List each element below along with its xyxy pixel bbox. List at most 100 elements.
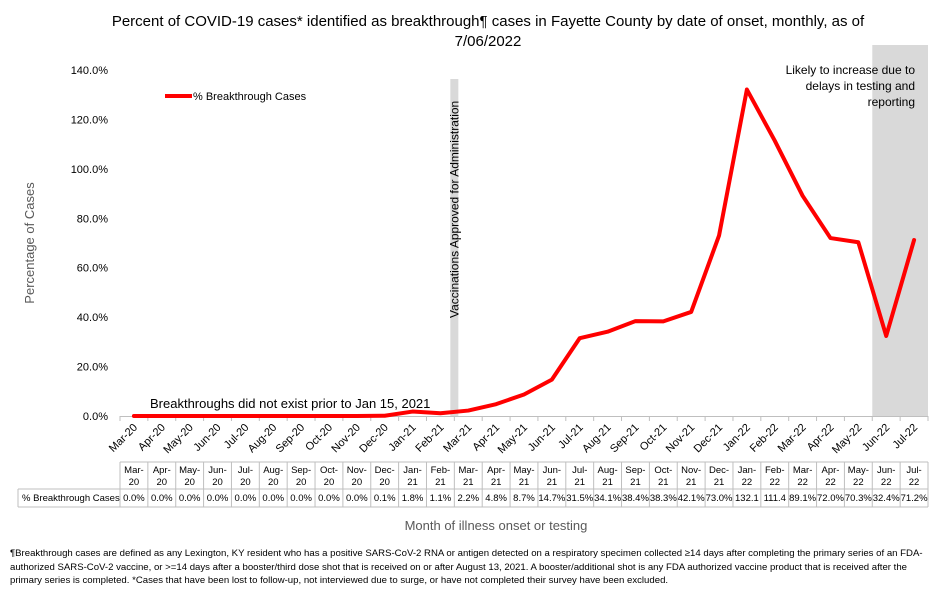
table-header-cell: 20 xyxy=(157,477,168,488)
table-header-cell: 20 xyxy=(129,477,140,488)
y-tick-label: 120.0% xyxy=(71,114,109,126)
table-value-cell: 71.2% xyxy=(901,493,928,504)
data-point xyxy=(466,408,470,413)
table-value-cell: 0.0% xyxy=(262,493,284,504)
table-header-cell: 21 xyxy=(574,477,585,488)
chart-title-line-1: Percent of COVID-19 cases* identified as… xyxy=(112,13,865,30)
series-line xyxy=(131,87,917,418)
table-header-cell: Feb- xyxy=(431,465,451,476)
data-point xyxy=(494,402,498,406)
chart-title: Percent of COVID-19 cases* identified as… xyxy=(112,13,865,50)
table-value-cell: 0.1% xyxy=(374,493,396,504)
x-tick-label: Feb-21 xyxy=(413,422,446,455)
y-tick-label: 80.0% xyxy=(77,213,108,225)
y-tick-label: 40.0% xyxy=(77,312,108,324)
table-header-cell: 21 xyxy=(602,477,613,488)
vaccination-approval-label: Vaccinations Approved for Administration xyxy=(447,101,461,318)
breakthrough-line-chart: Percent of COVID-19 cases* identified as… xyxy=(17,13,929,533)
table-header-cell: 20 xyxy=(352,477,363,488)
shaded-annotation-line: delays in testing and xyxy=(806,79,915,93)
table-header-cell: 21 xyxy=(547,477,558,488)
table-value-cell: 42.1% xyxy=(678,493,705,504)
table-header-cell: 20 xyxy=(296,477,307,488)
x-tick-label: Jun-20 xyxy=(191,422,223,454)
y-tick-label: 20.0% xyxy=(77,362,108,374)
table-value-cell: 0.0% xyxy=(179,493,201,504)
data-point xyxy=(299,414,303,418)
chart-title-line-2: 7/06/2022 xyxy=(455,33,522,50)
table-header-cell: 22 xyxy=(853,477,864,488)
x-axis: Mar-20Apr-20May-20Jun-20Jul-20Aug-20Sep-… xyxy=(107,416,929,456)
table-header-cell: 21 xyxy=(686,477,697,488)
table-value-cell: 0.0% xyxy=(346,493,368,504)
table-value-cell: 89.1% xyxy=(789,493,816,504)
y-axis-title: Percentage of Cases xyxy=(22,182,37,304)
table-value-cell: 0.0% xyxy=(123,493,145,504)
x-tick-label: Aug-20 xyxy=(246,422,280,456)
table-value-cell: 38.4% xyxy=(622,493,649,504)
table-value-cell: 70.3% xyxy=(845,493,872,504)
table-header-cell: Dec- xyxy=(709,465,729,476)
table-header-cell: 21 xyxy=(463,477,474,488)
table-value-cell: 38.3% xyxy=(650,493,677,504)
table-header-cell: 20 xyxy=(184,477,195,488)
x-tick-label: Jan-22 xyxy=(721,422,753,454)
x-tick-label: Jun-22 xyxy=(860,422,892,454)
x-tick-label: Sep-20 xyxy=(274,422,308,456)
table-header-cell: 21 xyxy=(630,477,641,488)
table-header-cell: Mar- xyxy=(793,465,813,476)
table-header-cell: Nov- xyxy=(681,465,701,476)
table-header-cell: Aug- xyxy=(263,465,283,476)
data-point xyxy=(327,414,331,418)
table-header-cell: Jul- xyxy=(572,465,587,476)
y-tick-label: 60.0% xyxy=(77,263,108,275)
data-point xyxy=(522,392,526,397)
data-point xyxy=(383,414,387,418)
table-value-cell: 73.0% xyxy=(706,493,733,504)
x-tick-label: Jan-21 xyxy=(386,422,418,454)
table-header-cell: Sep- xyxy=(625,465,645,476)
table-header-cell: 21 xyxy=(714,477,725,488)
table-header-cell: 20 xyxy=(324,477,335,488)
table-header-cell: Jun- xyxy=(877,465,895,476)
data-point xyxy=(578,336,582,340)
table-header-cell: 22 xyxy=(825,477,836,488)
data-point xyxy=(661,319,665,323)
series-breakthrough-cases xyxy=(131,87,917,418)
table-header-cell: 21 xyxy=(491,477,502,488)
data-point xyxy=(633,319,638,323)
table-value-cell: 31.5% xyxy=(566,493,593,504)
data-point xyxy=(410,409,415,414)
table-header-cell: 20 xyxy=(379,477,390,488)
x-tick-label: Feb-22 xyxy=(748,422,781,455)
pre-breakthrough-annotation: Breakthroughs did not exist prior to Jan… xyxy=(150,396,430,411)
data-point xyxy=(745,87,749,92)
table-header-cell: Mar- xyxy=(124,465,144,476)
table-header-cell: 21 xyxy=(407,477,418,488)
vaccination-approval-line xyxy=(450,79,459,416)
table-value-cell: 34.1% xyxy=(594,493,621,504)
table-header-cell: Apr- xyxy=(153,465,171,476)
table-header-cell: Jul- xyxy=(238,465,253,476)
shaded-incomplete-region xyxy=(872,45,928,416)
x-tick-label: Jul-22 xyxy=(891,422,921,452)
table-value-cell: 4.8% xyxy=(485,493,507,504)
table-header-cell: Jun- xyxy=(543,465,561,476)
shaded-annotation-line: reporting xyxy=(868,95,915,109)
table-header-cell: Aug- xyxy=(598,465,618,476)
table-header-cell: Apr- xyxy=(822,465,840,476)
data-point xyxy=(271,414,275,418)
y-tick-label: 140.0% xyxy=(71,65,109,77)
data-point xyxy=(215,414,220,418)
table-value-cell: 8.7% xyxy=(513,493,535,504)
shaded-region-annotation: Likely to increase due to delays in testi… xyxy=(786,63,916,109)
x-tick-label: Dec-21 xyxy=(692,422,726,456)
table-value-cell: 0.0% xyxy=(151,493,173,504)
table-header-cell: Sep- xyxy=(291,465,311,476)
y-tick-label: 100.0% xyxy=(71,164,109,176)
data-point xyxy=(438,411,443,415)
legend-label: % Breakthrough Cases xyxy=(193,91,307,103)
table-header-cell: Jun- xyxy=(208,465,226,476)
x-tick-label: Mar-22 xyxy=(776,422,809,455)
